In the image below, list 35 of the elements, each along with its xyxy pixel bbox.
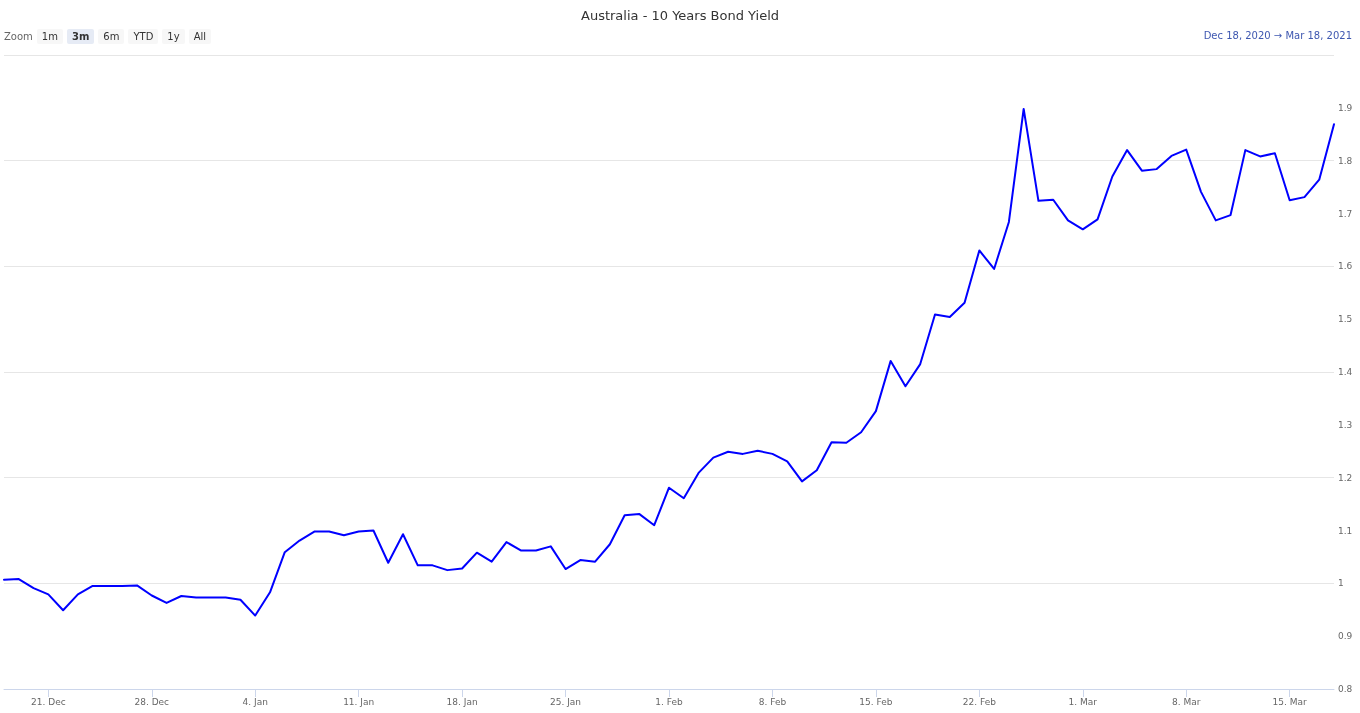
y-tick-label: 1.3: [1338, 419, 1353, 430]
x-tick-label: 15. Mar: [1272, 696, 1308, 707]
zoom-button[interactable]: 1m: [36, 29, 63, 44]
y-tick-label: 1.8: [1338, 155, 1353, 166]
y-tick-label: 1: [1338, 578, 1344, 589]
y-tick-label: 0.9: [1338, 631, 1353, 642]
line-series: [3, 107, 1335, 617]
zoom-button[interactable]: All: [188, 29, 212, 44]
x-tick-label: 4. Jan: [242, 696, 268, 707]
y-tick-label: 1.4: [1338, 367, 1353, 377]
x-tick-label: 1. Feb: [655, 696, 683, 707]
chart-title: Australia - 10 Years Bond Yield: [580, 8, 780, 23]
x-tick-label: 11. Jan: [343, 696, 375, 707]
y-tick-label: 1.7: [1338, 208, 1353, 219]
x-tick-label: 25. Jan: [550, 696, 582, 707]
x-tick-label: 1. Mar: [1068, 696, 1098, 707]
x-tick-label: 21. Dec: [31, 696, 66, 707]
y-tick-label: 1.5: [1338, 314, 1353, 325]
zoom-button[interactable]: 6m: [98, 29, 125, 44]
x-tick-label: 8. Feb: [758, 696, 787, 707]
x-tick-label: 18. Jan: [446, 696, 478, 707]
y-tick-label: 1.2: [1338, 472, 1353, 483]
x-tick-label: 28. Dec: [134, 696, 170, 707]
y-tick-label: 1.9: [1338, 102, 1353, 113]
x-tick-label: 15. Feb: [859, 696, 893, 707]
text: Zoom: [4, 31, 33, 42]
y-tick-label: 1.1: [1338, 525, 1353, 536]
zoom-button[interactable]: 3m: [66, 29, 95, 44]
y-tick-label: 1.6: [1338, 261, 1353, 272]
x-tick-label: 22. Feb: [962, 696, 997, 707]
zoom-button[interactable]: YTD: [128, 29, 159, 44]
x-tick-label: 8. Mar: [1172, 696, 1201, 707]
text: Dec 18, 2020 → Mar 18, 2021: [1203, 30, 1352, 41]
y-tick-label: 0.8: [1338, 684, 1353, 694]
zoom-button[interactable]: 1y: [162, 29, 185, 44]
